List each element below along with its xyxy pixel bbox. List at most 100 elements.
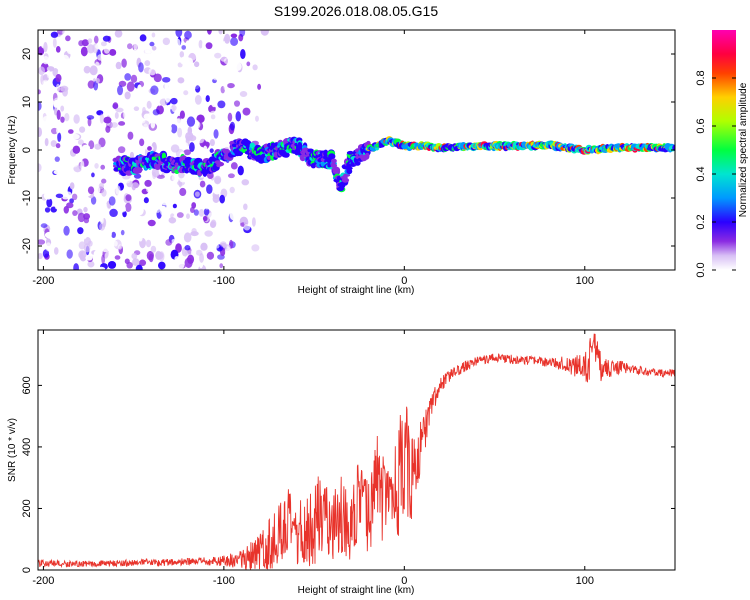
spectrogram-noise-blob	[143, 123, 149, 134]
spectrogram-noise-blob	[205, 95, 210, 103]
spectrogram-noise-blob	[113, 240, 118, 247]
y-tick-label: 600	[21, 376, 33, 394]
spectrogram-noise-blob	[186, 213, 190, 219]
spectrogram-noise-blob	[83, 217, 90, 224]
spectrogram-noise-blob	[210, 114, 216, 120]
spectrogram-noise-blob	[94, 162, 99, 169]
spectrogram-noise-blob	[93, 185, 101, 195]
spectrogram-noise-blob	[69, 198, 74, 204]
spectrogram-noise-blob	[103, 45, 110, 54]
spectrogram-noise-blob	[201, 40, 207, 50]
spectrogram-noise-blob	[222, 67, 230, 75]
spectrogram-noise-blob	[54, 200, 59, 210]
spectrogram-x-label: Height of straight line (km)	[298, 285, 415, 296]
spectrogram-noise-blob	[80, 46, 88, 57]
spectrogram-noise-blob	[70, 88, 79, 94]
spectrogram-noise-blob	[117, 146, 126, 154]
spectrogram-noise-blob	[222, 48, 227, 57]
spectrogram-noise-blob	[84, 30, 89, 37]
spectrogram-noise-blob	[163, 145, 171, 152]
spectrogram-noise-blob	[131, 182, 140, 192]
spectrogram-noise-blob	[78, 250, 87, 260]
spectrogram-noise-blob	[223, 57, 232, 65]
spectrogram-noise-blob	[202, 82, 206, 90]
spectrogram-noise-blob	[66, 167, 74, 175]
spectrogram-noise-blob	[103, 116, 112, 124]
spectrogram-noise-blob	[184, 250, 193, 256]
spectrogram-noise-blob	[109, 145, 117, 156]
spectrogram-noise-blob	[219, 263, 224, 269]
spectrogram-noise-blob	[230, 253, 235, 263]
spectrogram-noise-blob	[68, 129, 74, 134]
spectrogram-noise-blob	[200, 242, 208, 251]
spectrogram-noise-blob	[160, 57, 169, 67]
spectrogram-noise-blob	[133, 42, 138, 51]
spectrogram-noise-blob	[68, 30, 76, 36]
spectrogram-noise-blob	[163, 180, 172, 191]
snr-y-label: SNR (10 * v/v)	[7, 418, 18, 482]
spectrogram-noise-blob	[137, 48, 146, 54]
spectrogram-noise-blob	[151, 45, 157, 51]
spectrogram-noise-blob	[103, 206, 108, 213]
spectrogram-noise-blob	[43, 41, 48, 53]
spectrogram-noise-blob	[196, 114, 205, 124]
spectrogram-noise-blob	[38, 112, 44, 121]
spectrogram-noise-blob	[104, 251, 111, 262]
spectrogram-noise-blob	[214, 177, 221, 185]
spectrogram-noise-blob	[248, 161, 256, 172]
spectrogram-noise-blob	[64, 239, 71, 250]
colorbar-ticks: 0.0 0.2 0.4 0.6 0.8	[695, 70, 736, 278]
spectrogram-noise-blob	[167, 125, 173, 132]
spectrogram-noise-blob	[83, 236, 92, 246]
spectrogram-noise-blob	[64, 191, 72, 197]
spectrogram-noise-blob	[154, 206, 161, 213]
spectrogram-noise-blob	[73, 263, 79, 270]
spectrogram-noise-blob	[172, 46, 178, 53]
spectrogram-noise-blob	[38, 253, 43, 260]
spectrogram-noise-blob	[126, 240, 135, 248]
spectrogram-noise-blob	[209, 138, 215, 147]
spectrogram-noise-blob	[56, 127, 60, 134]
spectrogram-noise-blob	[112, 102, 119, 110]
spectrogram-noise-blob	[127, 214, 134, 219]
spectrogram-noise-blob	[135, 205, 144, 216]
snr-series-line	[38, 333, 675, 570]
colorbar-tick-label: 0.6	[695, 118, 707, 133]
spectrogram-noise-blob	[189, 142, 195, 153]
spectrogram-noise-blob	[85, 255, 93, 261]
spectrogram-noise-blob	[152, 109, 160, 116]
spectrogram-noise-blob	[125, 30, 133, 39]
spectrogram-noise-blob	[147, 219, 156, 227]
spectrogram-noise-blob	[155, 251, 164, 260]
y-tick-label: 400	[21, 438, 33, 456]
spectrogram-noise-blob	[150, 85, 159, 96]
spectrogram-noise-blob	[111, 231, 116, 238]
spectrogram-noise-blob	[38, 239, 46, 245]
spectrogram-noise-blob	[171, 174, 179, 182]
spectrogram-noise-blob	[80, 160, 85, 171]
spectrogram-noise-blob	[173, 38, 181, 48]
spectrogram-noise-blob	[60, 85, 69, 92]
spectrogram-noise-blob	[53, 169, 62, 175]
spectrogram-noise-blob	[81, 95, 86, 105]
spectrogram-noise-blob	[66, 249, 73, 259]
spectrogram-noise-blob	[53, 247, 59, 255]
spectrogram-noise-blob	[118, 244, 123, 250]
spectrogram-noise-blob	[59, 142, 65, 149]
spectrogram-noise-blob	[206, 251, 215, 260]
spectrogram-noise-blob	[78, 241, 86, 250]
x-tick-label: 0	[401, 575, 407, 587]
spectrogram-noise-blob	[252, 201, 260, 210]
spectrogram-noise-blob	[83, 206, 88, 213]
spectrogram-noise-blob	[86, 44, 95, 54]
spectrogram-noise-blob	[246, 185, 251, 194]
spectrogram-noise-blob	[159, 233, 165, 239]
spectrogram-noise-blob	[77, 227, 84, 235]
spectrogram-noise-blob	[144, 47, 153, 54]
spectrogram-noise-blob	[146, 250, 154, 261]
spectrogram-noise-blob	[227, 173, 235, 179]
spectrogram-noise-blob	[214, 52, 222, 59]
spectrogram-noise-blob	[184, 30, 192, 40]
spectrogram-noise-blob	[206, 30, 212, 35]
spectrogram-noise-blob	[230, 37, 239, 46]
